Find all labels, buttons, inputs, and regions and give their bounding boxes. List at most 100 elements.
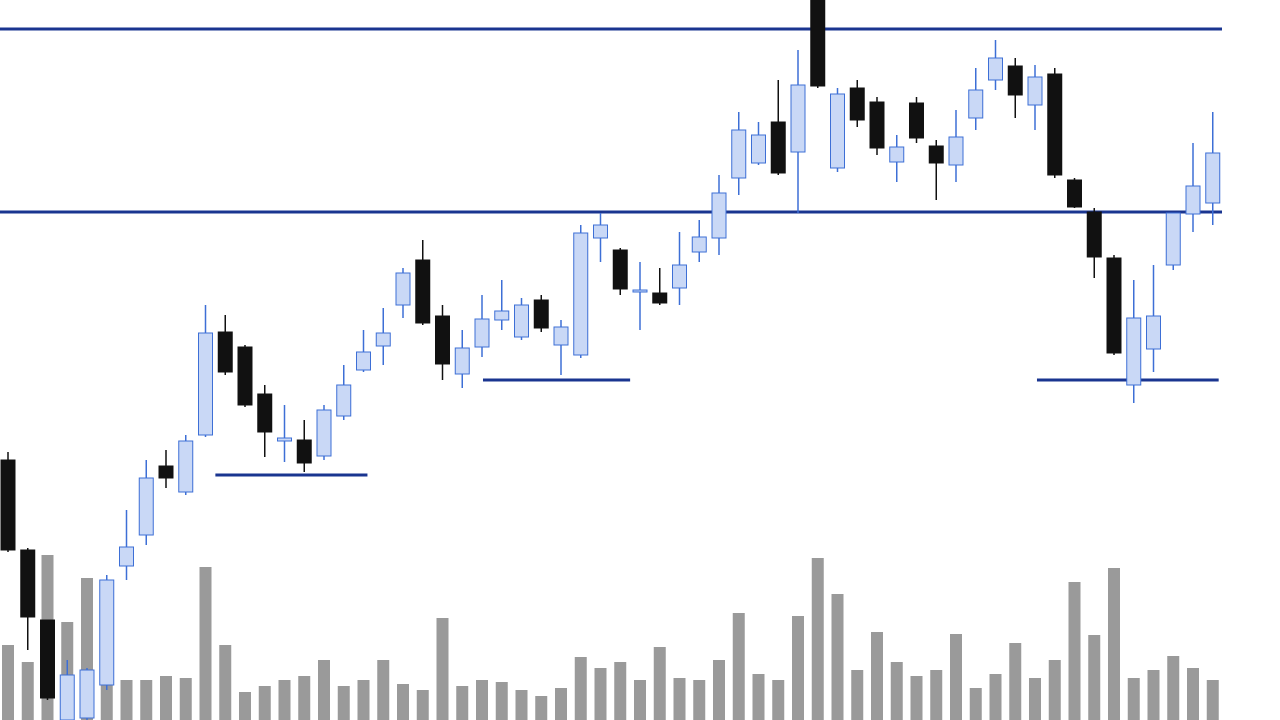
volume-bar — [515, 690, 528, 720]
candle-body — [1126, 317, 1142, 386]
candle-body — [277, 437, 292, 442]
volume-bar — [811, 558, 824, 720]
candle-body — [988, 57, 1003, 81]
volume-bar — [357, 680, 370, 720]
volume-bar — [851, 670, 864, 720]
candle-body — [1086, 211, 1102, 258]
candle-body — [612, 249, 628, 290]
candle-body — [20, 549, 36, 618]
volume-bar — [416, 690, 429, 720]
candle-body — [672, 264, 687, 289]
candle-body — [810, 0, 826, 87]
volume-bar — [160, 676, 172, 720]
volume-bar — [732, 613, 745, 720]
volume-bar — [1206, 680, 1219, 720]
volume-bar — [653, 647, 666, 720]
candle-body — [830, 93, 845, 169]
candle-body — [296, 439, 312, 464]
candle-body — [356, 351, 371, 371]
candle-body — [751, 134, 766, 164]
volume-bar — [871, 632, 883, 720]
volume-bar — [456, 686, 469, 720]
volume-bar — [318, 660, 330, 720]
candle-body — [474, 318, 490, 348]
volume-bar — [21, 662, 34, 720]
volume-bar — [1048, 660, 1061, 720]
candle-body — [849, 87, 865, 121]
volume-bar — [397, 684, 409, 720]
candle-body — [178, 440, 194, 493]
volume-bar — [772, 680, 785, 720]
volume-bar — [377, 660, 390, 720]
volume-bar — [298, 676, 311, 720]
candle-body — [1185, 185, 1201, 215]
candle-body — [1007, 65, 1023, 96]
volume-bar — [910, 676, 923, 720]
volume-bar — [574, 657, 587, 720]
candle-body — [395, 272, 411, 306]
volume-bar — [100, 680, 113, 720]
candle-body — [711, 192, 727, 239]
volume-bar — [535, 696, 548, 720]
volume-bar — [1127, 678, 1140, 720]
volume-bar — [337, 686, 350, 720]
candle-body — [928, 145, 944, 164]
volume-bar — [476, 680, 488, 720]
volume-bar — [634, 680, 646, 720]
candle-body — [119, 546, 134, 567]
volume-bar — [1088, 635, 1101, 720]
volume-bar — [2, 645, 14, 720]
candle-body — [889, 146, 905, 163]
candle-body — [375, 332, 391, 347]
volume-bar — [1108, 568, 1120, 720]
candle-body — [1067, 179, 1082, 208]
candle-body — [0, 459, 16, 551]
candle-body — [909, 102, 924, 139]
candle-body — [217, 331, 233, 373]
volume-bar — [1029, 678, 1041, 720]
volume-bar — [1068, 582, 1081, 720]
candle-body — [435, 315, 450, 365]
volume-bar — [594, 668, 607, 720]
volume-bar — [278, 680, 291, 720]
volume-bar — [930, 670, 943, 720]
volume-bar — [950, 634, 962, 720]
candle-body — [336, 384, 352, 417]
volume-bar — [199, 567, 212, 720]
volume-bar — [495, 682, 508, 720]
volume-bar — [673, 678, 686, 720]
volume-bar — [713, 660, 725, 720]
candle-body — [968, 89, 984, 119]
candle-body — [40, 619, 55, 699]
volume-bar — [1187, 668, 1199, 720]
volume-bar — [219, 645, 232, 720]
candle-body — [198, 332, 213, 436]
candle-body — [593, 224, 608, 239]
volume-bar — [752, 674, 765, 720]
candle-body — [652, 292, 668, 304]
volume-bar — [792, 616, 804, 720]
volume-bar — [120, 680, 133, 720]
candle-body — [1106, 257, 1122, 354]
candle-body — [869, 101, 885, 149]
candle-body — [770, 121, 786, 174]
candle-body — [454, 347, 470, 375]
candle-body — [59, 674, 75, 720]
volume-bar — [436, 618, 449, 720]
volume-bar — [693, 680, 706, 720]
volume-bar — [140, 680, 153, 720]
candle-body — [494, 310, 510, 321]
candle-body — [514, 304, 529, 338]
volume-bar — [258, 686, 271, 720]
candle-body — [1047, 73, 1063, 176]
volume-bar — [969, 688, 982, 720]
candle-body — [731, 129, 747, 179]
candle-body — [691, 236, 707, 253]
candle-body — [237, 346, 253, 406]
candle-body — [632, 289, 648, 293]
candle-body — [1165, 212, 1181, 266]
candle-body — [99, 579, 115, 686]
candle-body — [573, 232, 589, 356]
volume-bar — [1009, 643, 1022, 720]
